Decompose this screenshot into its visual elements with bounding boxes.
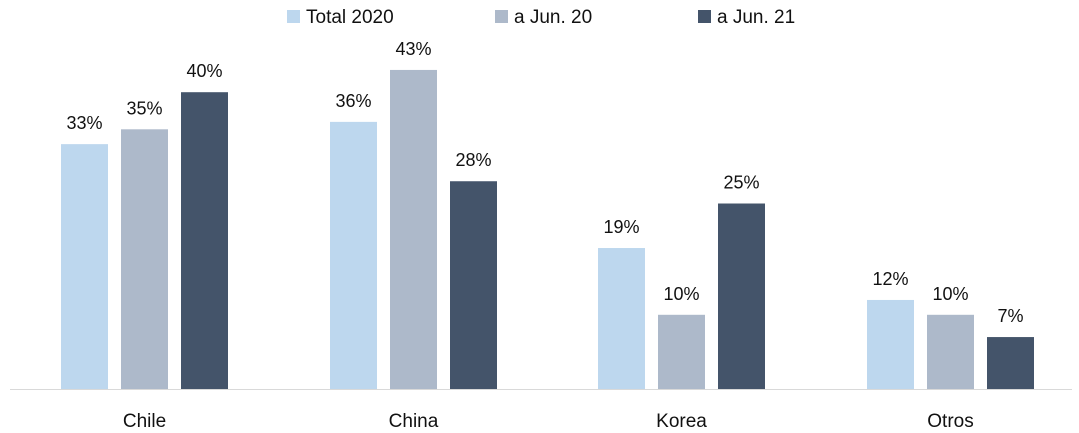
category-label-china: China (389, 411, 439, 432)
value-label-korea-a-jun-20: 10% (663, 284, 699, 304)
legend-swatch-a-jun-20 (495, 10, 508, 23)
category-label-chile: Chile (123, 411, 166, 432)
bar-china-a-jun-20 (390, 69, 437, 389)
value-label-korea-total-2020: 19% (603, 217, 639, 237)
category-labels-group: Chile China Korea Otros (123, 411, 974, 432)
value-label-china-a-jun-21: 28% (455, 150, 491, 170)
bar-korea-total-2020 (598, 248, 645, 389)
bar-otros-a-jun-21 (987, 337, 1034, 389)
bar-china-a-jun-21 (450, 181, 497, 389)
value-label-chile-a-jun-21: 40% (186, 61, 222, 81)
value-label-korea-a-jun-21: 25% (723, 173, 759, 193)
bars-group (61, 69, 1034, 390)
value-label-chile-total-2020: 33% (66, 113, 102, 133)
bar-otros-a-jun-20 (927, 314, 974, 389)
legend-swatch-a-jun-21 (698, 10, 711, 23)
category-label-korea: Korea (656, 411, 707, 432)
value-label-otros-a-jun-20: 10% (932, 284, 968, 304)
bar-korea-a-jun-20 (658, 314, 705, 389)
value-label-china-total-2020: 36% (335, 91, 371, 111)
bar-chile-total-2020 (61, 144, 108, 389)
legend-label-total-2020: Total 2020 (306, 7, 394, 28)
legend-swatch-total-2020 (287, 10, 300, 23)
category-label-otros: Otros (927, 411, 973, 432)
legend: Total 2020 a Jun. 20 a Jun. 21 (287, 7, 795, 28)
bar-korea-a-jun-21 (718, 203, 765, 389)
bar-chile-a-jun-21 (181, 92, 228, 389)
value-label-china-a-jun-20: 43% (395, 39, 431, 59)
bar-otros-total-2020 (867, 299, 914, 389)
value-label-otros-total-2020: 12% (872, 269, 908, 289)
value-label-otros-a-jun-21: 7% (997, 306, 1023, 326)
legend-label-a-jun-20: a Jun. 20 (514, 7, 592, 28)
value-labels-group: 33% 35% 40% 36% 43% 28% 19% 10% 25% 12% 10% 7% (66, 39, 1023, 326)
bar-chile-a-jun-20 (121, 129, 168, 390)
bar-china-total-2020 (330, 121, 377, 389)
value-label-chile-a-jun-20: 35% (126, 98, 162, 118)
legend-label-a-jun-21: a Jun. 21 (717, 7, 795, 28)
